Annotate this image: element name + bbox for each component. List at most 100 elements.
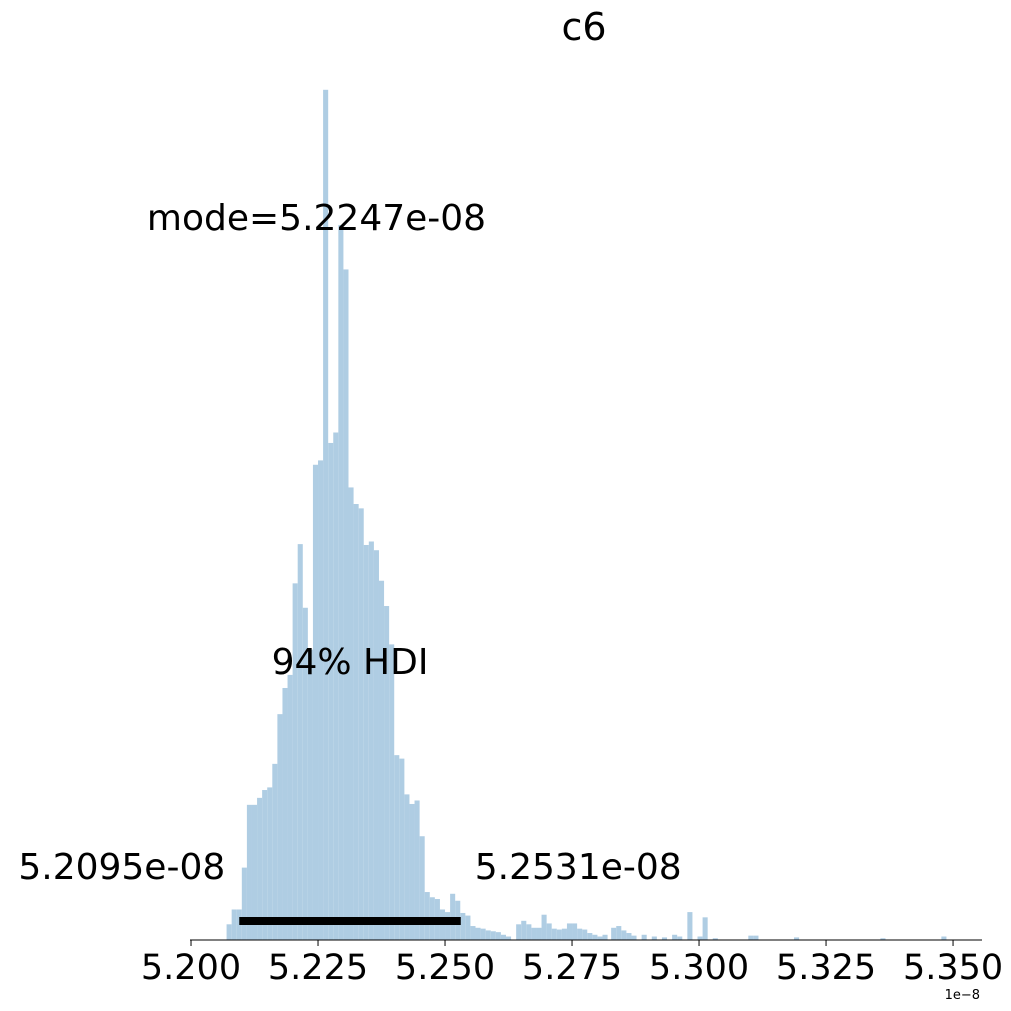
histogram-bar [404, 794, 410, 940]
histogram-bar [282, 687, 288, 940]
histogram-bar [333, 432, 339, 940]
x-tick-label: 5.225 [268, 948, 368, 988]
hdi-low-label: 5.2095e-08 [18, 847, 225, 888]
histogram-bar [226, 924, 232, 940]
histogram-bar [621, 930, 627, 940]
histogram-bar [748, 935, 754, 940]
histogram-bar [465, 915, 471, 940]
histogram-bar [631, 935, 637, 940]
histogram-bar [246, 804, 252, 940]
histogram-bar [536, 927, 542, 940]
histogram-bar [378, 580, 385, 940]
mode-label: mode=5.2247e-08 [147, 198, 486, 239]
histogram-bar [941, 936, 947, 940]
histogram-bar [611, 927, 617, 940]
histogram-bar [582, 929, 588, 940]
histogram-bar [368, 541, 374, 940]
histogram-bar [241, 867, 247, 940]
x-tick-label: 5.275 [522, 948, 622, 988]
histogram-bar [419, 836, 425, 940]
histogram-bar [318, 460, 324, 940]
histogram-bar [500, 934, 506, 940]
histogram-bar [373, 550, 379, 940]
histogram-bar [641, 934, 647, 940]
histogram-bar [794, 937, 800, 940]
histogram-bar [475, 927, 481, 940]
histogram-bar [626, 933, 632, 940]
histogram-bar [490, 931, 496, 940]
histogram-bar [556, 929, 562, 940]
histogram-bar [424, 892, 430, 940]
histogram-bar [414, 800, 420, 940]
histogram-bar [297, 544, 303, 940]
histogram-bar [348, 487, 354, 940]
x-tick-label: 5.325 [776, 948, 876, 988]
histogram-bar [516, 924, 522, 940]
histogram-bar [480, 928, 486, 940]
histogram-bar [257, 797, 263, 940]
histogram-bar [526, 924, 532, 940]
histogram-bar [697, 936, 703, 940]
histogram-bar [389, 644, 395, 940]
histogram-bar [661, 937, 668, 940]
histogram-bar [577, 928, 583, 940]
histogram-bar [597, 936, 603, 940]
histogram-bar [353, 504, 359, 940]
histogram-bar [287, 674, 293, 940]
histogram-bar [561, 928, 567, 940]
histogram-bar [307, 649, 313, 940]
histogram-bar [272, 763, 278, 940]
histogram-bar [687, 912, 693, 940]
histogram-bar [505, 936, 512, 940]
histogram-bar [672, 934, 678, 940]
x-tick-label: 5.250 [395, 948, 495, 988]
histogram-bar [399, 758, 405, 940]
histogram-bar [292, 583, 298, 940]
histogram-bar [546, 923, 552, 940]
histogram-bar [409, 803, 415, 940]
x-tick-label: 5.300 [649, 948, 749, 988]
histogram-bar [231, 909, 237, 940]
histogram-bar [262, 790, 268, 940]
histogram-bar [616, 926, 622, 940]
histogram-bar [651, 936, 657, 940]
histogram-bar [358, 508, 364, 940]
histogram-bar [587, 933, 593, 940]
histogram-bar [277, 714, 283, 940]
chart-title: c6 [561, 5, 606, 49]
hdi-label: 94% HDI [272, 642, 429, 683]
histogram-bar [566, 923, 573, 940]
histogram-bar [267, 787, 273, 940]
histogram-bar [521, 920, 527, 940]
histogram-bar [702, 917, 708, 940]
histogram-bar [302, 607, 308, 940]
histogram-bar [551, 928, 557, 940]
histogram-bar [323, 89, 329, 941]
histogram-bar [712, 938, 718, 940]
histogram-bar [485, 930, 491, 940]
histogram-bar [572, 923, 578, 940]
histogram-bar [880, 938, 886, 940]
histogram-bar [602, 934, 608, 940]
histogram-bar [753, 935, 759, 940]
histogram-bar [677, 936, 683, 940]
histogram-bar [470, 926, 476, 940]
histogram-bar [450, 893, 456, 940]
histogram-bar [384, 606, 390, 940]
histogram-bar [592, 934, 598, 940]
histogram-bar [338, 224, 344, 940]
x-tick-label: 5.200 [141, 948, 241, 988]
histogram-bar [445, 912, 451, 940]
histogram-bar [312, 464, 319, 940]
x-axis-ticks: 5.200 5.225 5.250 5.275 5.300 5.325 5.350 [141, 940, 1003, 988]
histogram-bar [343, 269, 349, 940]
histogram-bar [460, 912, 466, 940]
histogram-bar [531, 927, 537, 940]
histogram-bar [328, 442, 334, 940]
x-scale-label: 1e−8 [945, 988, 980, 1003]
histogram-bar [495, 932, 501, 940]
histogram-bar [541, 914, 547, 940]
histogram-bar [363, 544, 369, 940]
hdi-high-label: 5.2531e-08 [475, 847, 682, 888]
